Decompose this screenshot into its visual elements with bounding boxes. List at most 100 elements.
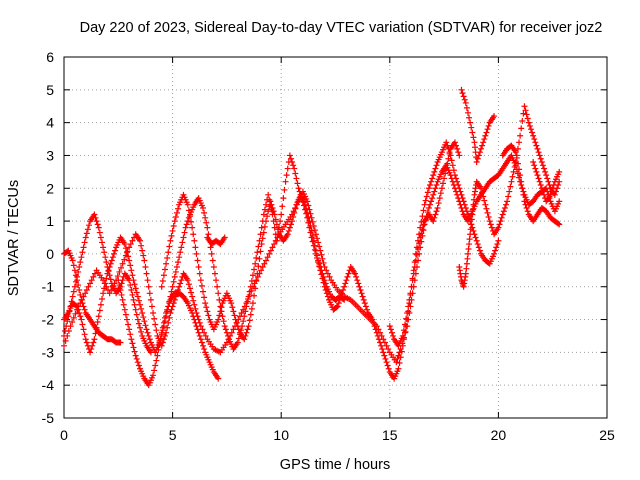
data-point: [218, 304, 225, 311]
data-point: [152, 362, 159, 369]
data-point: [394, 355, 401, 362]
x-tick-label: 15: [382, 427, 398, 443]
data-point: [95, 224, 102, 231]
data-point: [221, 323, 228, 330]
data-point: [78, 316, 85, 323]
data-point: [537, 181, 544, 188]
data-point: [110, 250, 117, 257]
data-point: [249, 300, 256, 307]
data-point: [75, 282, 82, 289]
data-point: [145, 332, 152, 339]
data-point: [190, 297, 197, 304]
data-point: [230, 326, 237, 333]
data-point: [215, 375, 222, 382]
data-point: [522, 201, 529, 208]
data-point: [320, 273, 327, 280]
data-point: [235, 326, 242, 333]
data-point: [289, 159, 296, 166]
data-point: [234, 323, 241, 330]
data-point: [83, 287, 90, 294]
data-point: [186, 213, 193, 220]
data-point: [466, 114, 473, 121]
data-point: [291, 165, 298, 172]
data-point: [426, 181, 433, 188]
data-point: [127, 282, 134, 289]
data-point: [243, 303, 250, 310]
data-point: [254, 270, 261, 277]
data-point: [195, 264, 202, 271]
data-point: [106, 290, 113, 297]
data-point: [520, 191, 527, 198]
data-point: [202, 332, 209, 339]
data-point: [383, 359, 390, 366]
data-point: [180, 234, 187, 241]
data-point: [443, 165, 450, 172]
data-point: [253, 277, 260, 284]
data-point: [100, 290, 107, 297]
data-point: [269, 204, 276, 211]
data-point: [498, 214, 505, 221]
data-point: [160, 336, 167, 343]
data-point: [379, 346, 386, 353]
data-point: [518, 125, 525, 132]
data-point: [147, 296, 154, 303]
data-point: [178, 277, 185, 284]
data-point: [532, 165, 539, 172]
data-point: [266, 250, 273, 257]
data-point: [248, 305, 255, 312]
data-point: [444, 142, 451, 149]
y-tick-label: -5: [42, 410, 55, 426]
data-point: [317, 264, 324, 271]
data-point: [519, 117, 526, 124]
data-point: [358, 290, 365, 297]
data-point: [161, 314, 168, 321]
data-point: [462, 204, 469, 211]
data-point: [318, 267, 325, 274]
data-point: [470, 134, 477, 141]
data-point: [453, 142, 460, 149]
data-point: [385, 365, 392, 372]
data-point: [161, 332, 168, 339]
data-point: [140, 252, 147, 259]
data-point: [61, 332, 67, 339]
data-point: [139, 309, 146, 316]
data-point: [456, 152, 463, 159]
data-point: [196, 270, 203, 277]
data-point: [430, 218, 437, 225]
data-point: [478, 145, 485, 152]
data-point: [203, 219, 210, 226]
data-point: [184, 218, 191, 225]
data-point: [125, 253, 132, 260]
data-point: [532, 139, 539, 146]
data-point: [166, 243, 173, 250]
data-point: [72, 310, 79, 317]
data-point: [192, 244, 199, 251]
data-point: [126, 244, 133, 251]
data-point: [253, 255, 260, 262]
data-point: [165, 249, 172, 256]
data-point: [235, 335, 242, 342]
data-point: [523, 111, 530, 118]
data-point: [72, 302, 79, 309]
data-point: [485, 122, 492, 129]
data-point: [480, 193, 487, 200]
data-point: [121, 306, 128, 313]
data-point: [76, 309, 83, 316]
data-point: [530, 159, 537, 166]
data-point: [436, 195, 443, 202]
data-point: [474, 155, 481, 162]
data-point: [138, 305, 145, 312]
data-point: [188, 218, 195, 225]
data-point: [524, 208, 531, 215]
data-point: [289, 218, 296, 225]
data-point: [88, 277, 95, 284]
data-point: [176, 254, 183, 261]
data-point: [228, 300, 235, 307]
data-point: [451, 139, 458, 146]
data-point: [357, 287, 364, 294]
y-tick-label: 5: [46, 82, 54, 98]
data-point: [315, 257, 322, 264]
data-point: [221, 234, 228, 241]
data-point: [177, 280, 184, 287]
data-point: [446, 150, 453, 157]
